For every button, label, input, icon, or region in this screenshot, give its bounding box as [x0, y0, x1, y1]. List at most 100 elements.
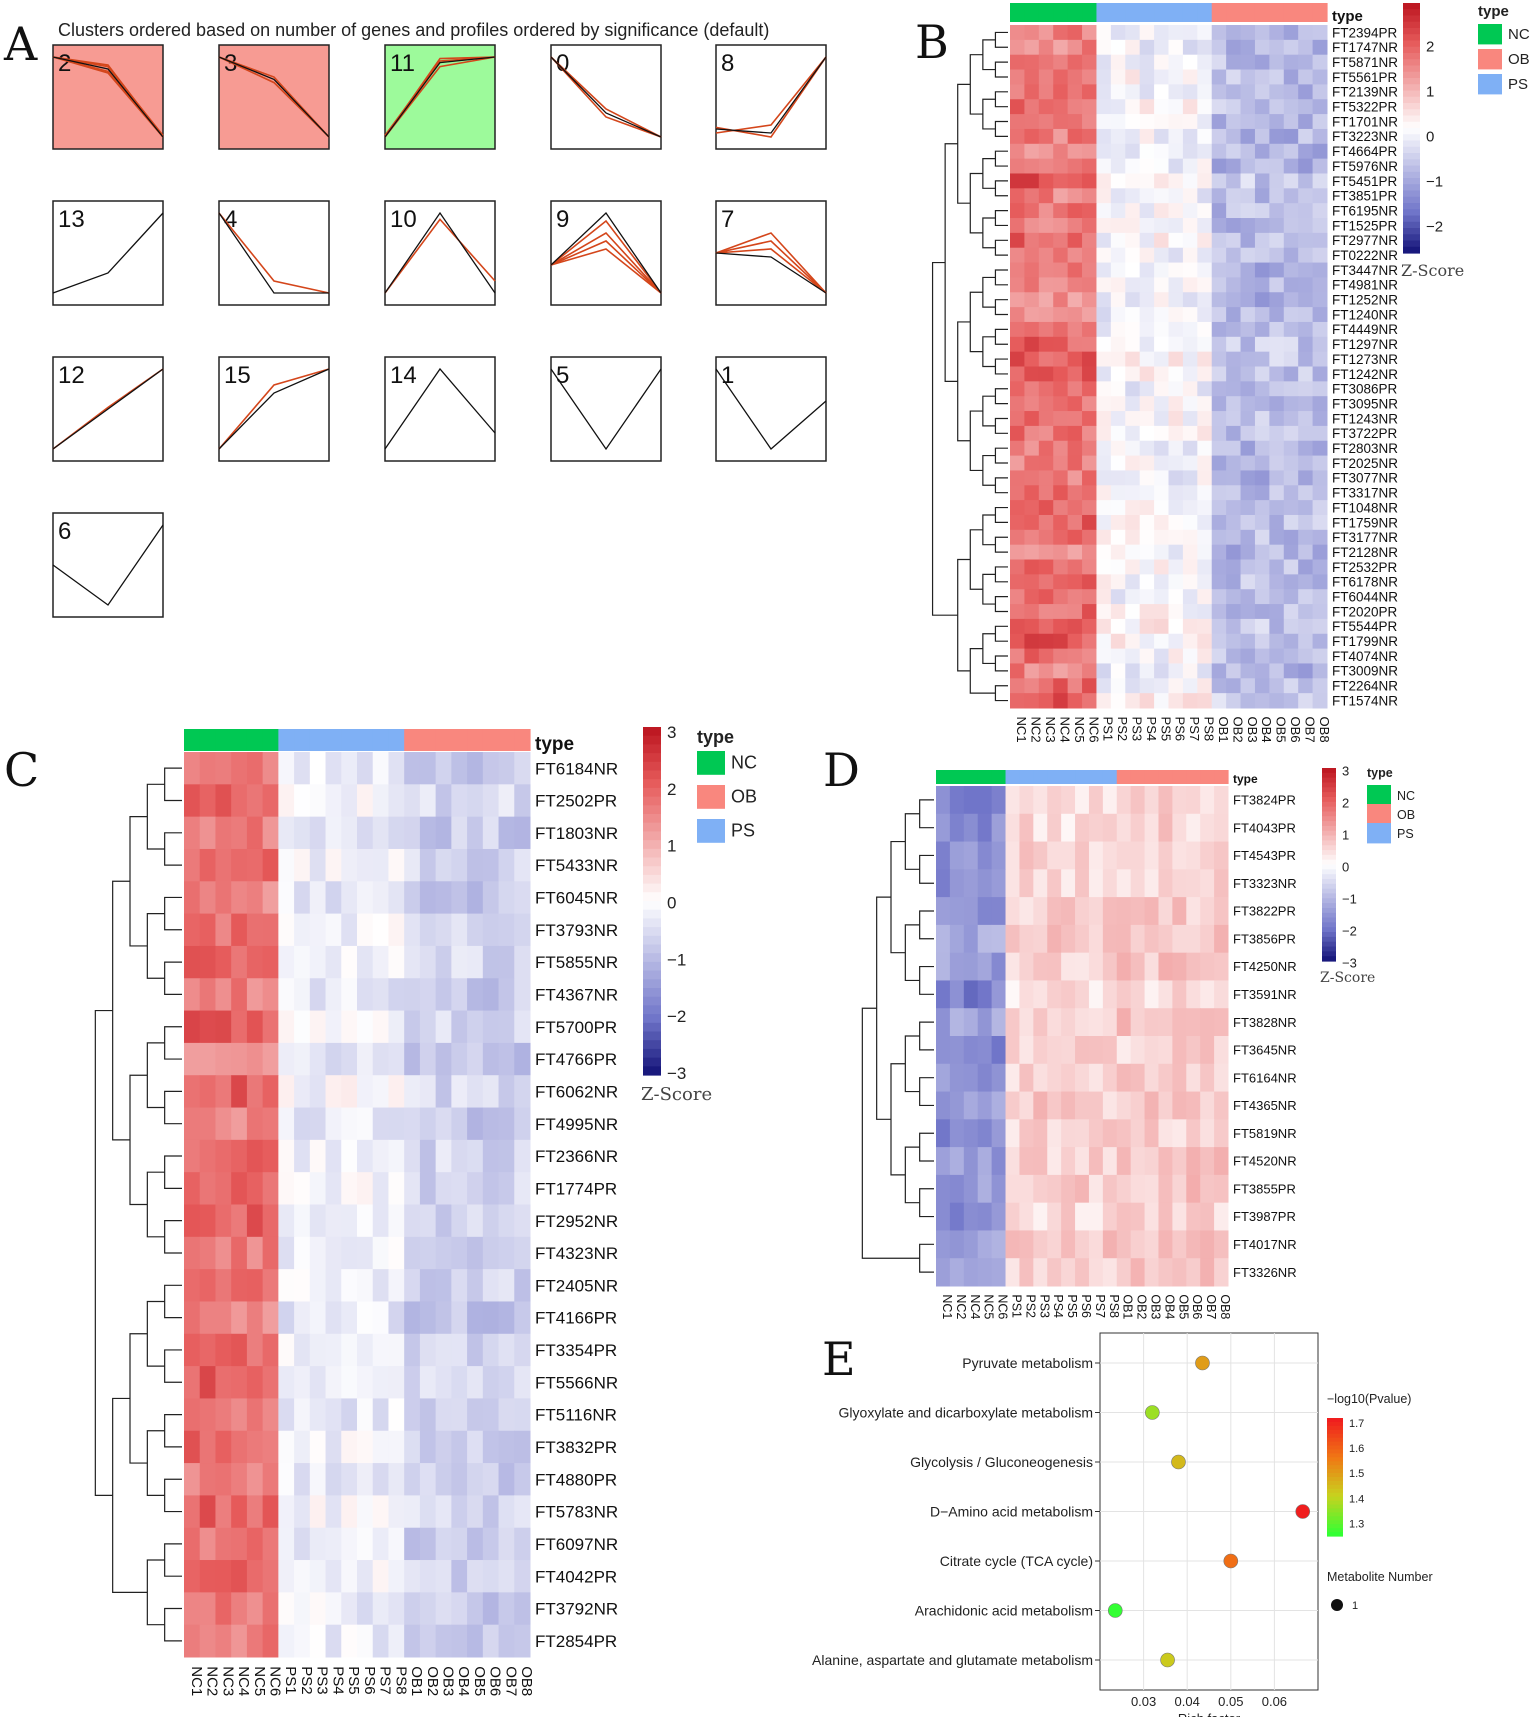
- cell-FT3354PR-PS6: [357, 1333, 374, 1367]
- cell-FT1747NR-PS2: [1110, 39, 1126, 56]
- cell-FT3855PR-NC6: [991, 1174, 1007, 1204]
- cell-FT2854PR-OB4: [451, 1624, 468, 1658]
- cell-FT6045NR-NC2: [199, 881, 216, 915]
- cell-FT3317NR-OB7: [1298, 485, 1314, 501]
- cell-FT3828NR-NC6: [991, 1008, 1007, 1037]
- row-label-FT6178NR: FT6178NR: [1332, 575, 1398, 590]
- cell-FT4664PR-PS3: [1125, 143, 1141, 160]
- cell-FT1574NR-PS7: [1182, 693, 1198, 709]
- cell-FT5561PR-PS3: [1125, 69, 1141, 85]
- annotation-OB5: [1269, 3, 1285, 22]
- cell-FT4367NR-NC5: [246, 978, 264, 1012]
- cell-FT5451PR-NC4: [1053, 173, 1069, 189]
- dendrogram-branch-29: [982, 395, 996, 427]
- row-label-FT4250NR: FT4250NR: [1233, 959, 1297, 974]
- cell-FT1252NR-PS5: [1154, 292, 1169, 308]
- row-label-FT3086PR: FT3086PR: [1332, 382, 1398, 397]
- cell-FT1701NR-NC2: [1024, 114, 1040, 130]
- cell-FT5451PR-NC5: [1067, 173, 1083, 189]
- cell-FT3851PR-PS6: [1168, 188, 1184, 204]
- cell-FT1240NR-PS4: [1139, 307, 1155, 323]
- cell-FT4017NR-PS2: [1019, 1230, 1034, 1259]
- cell-FT3177NR-PS1: [1096, 529, 1112, 546]
- cell-FT3851PR-NC1: [1010, 188, 1025, 204]
- dendrogram-branch-22: [129, 1074, 148, 1206]
- cell-FT3822PR-PS3: [1033, 897, 1048, 926]
- cell-FT4042PR-PS5: [341, 1560, 358, 1593]
- cell-FT4766PR-NC4: [231, 1042, 248, 1076]
- cell-FT3447NR-PS2: [1110, 262, 1126, 278]
- cell-FT5116NR-NC2: [199, 1398, 216, 1432]
- cell-FT1273NR-PS7: [1182, 351, 1198, 367]
- cell-FT5871NR-PS4: [1139, 54, 1155, 71]
- cell-FT3086PR-OB2: [1226, 381, 1242, 397]
- dendrogram-branch-38: [969, 529, 983, 590]
- cell-FT1803NR-OB3: [435, 816, 452, 850]
- cell-FT1273NR-OB1: [1211, 351, 1227, 367]
- cell-FT2128NR-OB8: [1312, 544, 1328, 561]
- cell-FT1747NR-PS5: [1154, 39, 1169, 56]
- cell-FT5116NR-PS5: [341, 1398, 358, 1432]
- cell-FT6184NR-PS8: [388, 752, 405, 785]
- cell-FT1774PR-NC5: [246, 1172, 264, 1205]
- column-label-NC1: NC1: [940, 1294, 954, 1319]
- cell-FT1273NR-OB3: [1240, 351, 1256, 367]
- cell-FT5855NR-PS1: [278, 945, 295, 979]
- cell-FT1774PR-NC6: [262, 1172, 279, 1205]
- cell-FT4981NR-PS4: [1139, 277, 1155, 293]
- row-label-FT3792NR: FT3792NR: [535, 1600, 618, 1619]
- color-legend-tick-1: 1.6: [1349, 1443, 1364, 1455]
- cell-FT1759NR-PS3: [1125, 514, 1141, 531]
- cell-FT4543PR-PS3: [1033, 841, 1048, 870]
- cell-FT4995NR-NC4: [231, 1107, 248, 1141]
- dendrogram-branch-41: [957, 321, 971, 442]
- cell-FT5566NR-OB1: [404, 1366, 421, 1399]
- cell-FT3822PR-PS5: [1061, 897, 1076, 926]
- cell-FT1799NR-PS2: [1110, 633, 1126, 650]
- cell-FT4543PR-PS7: [1088, 841, 1104, 870]
- cell-FT1803NR-PS5: [341, 816, 358, 850]
- cell-FT5871NR-OB5: [1269, 54, 1285, 71]
- annotation-NC2: [199, 729, 217, 751]
- cell-FT1803NR-OB7: [498, 816, 515, 850]
- cell-FT4543PR-OB2: [1130, 841, 1146, 870]
- dendrogram-branch-28: [982, 336, 996, 368]
- cell-FT5451PR-OB6: [1283, 173, 1299, 189]
- cell-FT3086PR-PS7: [1182, 381, 1198, 397]
- cell-FT1747NR-OB4: [1254, 39, 1270, 56]
- cell-FT2532PR-OB4: [1254, 559, 1270, 575]
- cell-FT3793NR-NC1: [184, 913, 201, 947]
- cell-FT3326NR-OB7: [1200, 1258, 1215, 1287]
- cell-FT2139NR-OB1: [1211, 84, 1227, 100]
- cell-FT3447NR-OB2: [1226, 262, 1242, 278]
- colorbar-step-1: [1403, 9, 1420, 17]
- cell-FT1799NR-PS7: [1182, 633, 1198, 650]
- legend-swatch-PS: [1478, 74, 1502, 95]
- row-label-FT6195NR: FT6195NR: [1332, 203, 1398, 218]
- cell-FT2405NR-OB7: [498, 1269, 515, 1302]
- cell-FT1747NR-OB3: [1240, 39, 1256, 56]
- cell-FT4250NR-NC6: [991, 952, 1007, 981]
- colorbar-step-35: [1403, 221, 1420, 229]
- row-label-FT4880PR: FT4880PR: [535, 1470, 617, 1489]
- cell-FT4166PR-NC4: [231, 1301, 248, 1335]
- cell-FT6195NR-PS6: [1168, 203, 1184, 219]
- cell-FT3856PR-OB1: [1116, 924, 1132, 954]
- cell-FT4250NR-NC1: [936, 952, 951, 981]
- colorbar-step-0: [1403, 3, 1420, 10]
- cell-FT2952NR-PS7: [372, 1204, 389, 1238]
- cell-FT0222NR-NC1: [1010, 247, 1025, 264]
- cell-FT3855PR-PS5: [1061, 1174, 1076, 1204]
- cell-FT1574NR-NC6: [1082, 693, 1097, 709]
- cell-FT5855NR-PS6: [357, 945, 374, 979]
- cell-FT6044NR-PS3: [1125, 589, 1141, 605]
- cell-FT1242NR-PS8: [1197, 366, 1213, 382]
- annotation-PS8: [1102, 770, 1118, 784]
- cell-FT3824PR-NC2: [949, 786, 965, 815]
- cell-FT3792NR-PS6: [357, 1592, 374, 1626]
- profile-10: 10: [384, 200, 496, 306]
- pathway-point-0: [1195, 1355, 1210, 1371]
- cell-FT6184NR-PS1: [278, 752, 295, 785]
- cell-FT6184NR-NC2: [199, 752, 216, 785]
- row-label-FT1759NR: FT1759NR: [1332, 515, 1398, 530]
